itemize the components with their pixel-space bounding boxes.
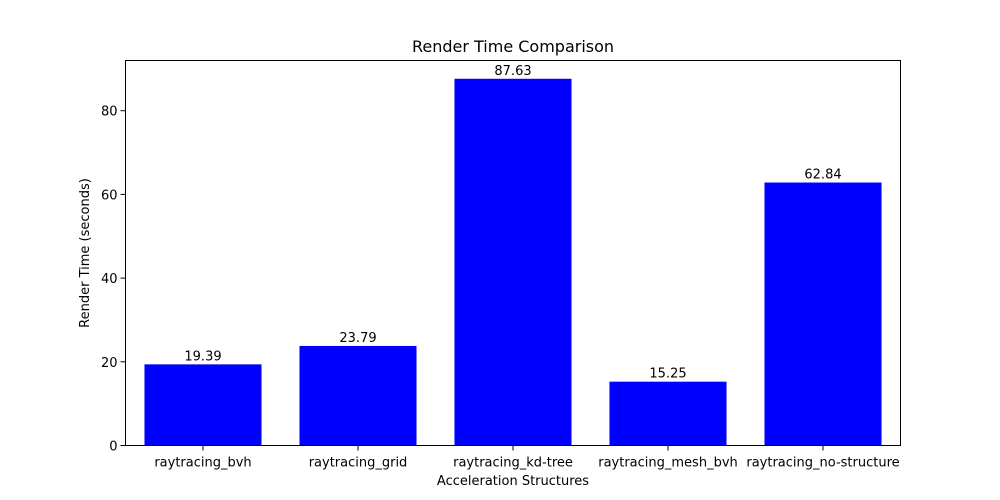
data-label-raytracing_kd-tree: 87.63 <box>494 64 531 79</box>
plot-frame <box>125 60 901 446</box>
y-tick-label: 0 <box>109 440 117 455</box>
y-tick-label: 20 <box>101 356 118 371</box>
data-label-raytracing_no-structure: 62.84 <box>804 168 841 183</box>
x-tick-label-raytracing_mesh_bvh: raytracing_mesh_bvh <box>598 456 738 471</box>
bar-raytracing_mesh_bvh <box>609 381 727 446</box>
x-axis: raytracing_bvh raytracing_grid raytracing_… <box>154 445 900 471</box>
x-tick-label-raytracing_no-structure: raytracing_no-structure <box>746 456 899 471</box>
data-label-raytracing_grid: 23.79 <box>339 331 376 346</box>
bar-raytracing_kd-tree <box>454 78 572 446</box>
data-label-raytracing_bvh: 19.39 <box>184 349 221 364</box>
y-axis: 0 20 40 60 80 <box>101 105 126 455</box>
data-label-raytracing_mesh_bvh: 15.25 <box>649 367 686 382</box>
x-tick-label-raytracing_kd-tree: raytracing_kd-tree <box>453 456 573 471</box>
bar-raytracing_no-structure <box>764 182 882 446</box>
x-tick-label-raytracing_grid: raytracing_grid <box>309 456 408 471</box>
bar-raytracing_grid <box>299 345 417 446</box>
y-tick-label: 60 <box>101 188 118 203</box>
chart-title: Render Time Comparison <box>412 37 614 56</box>
y-tick-label: 40 <box>101 272 118 287</box>
y-tick-label: 80 <box>101 105 118 120</box>
bars-layer: 19.39 23.79 87.63 15.25 62.84 <box>144 64 882 446</box>
y-axis-label: Render Time (seconds) <box>78 178 93 328</box>
x-tick-label-raytracing_bvh: raytracing_bvh <box>154 456 251 471</box>
bar-raytracing_bvh <box>144 364 262 446</box>
x-axis-label: Acceleration Structures <box>437 474 589 489</box>
